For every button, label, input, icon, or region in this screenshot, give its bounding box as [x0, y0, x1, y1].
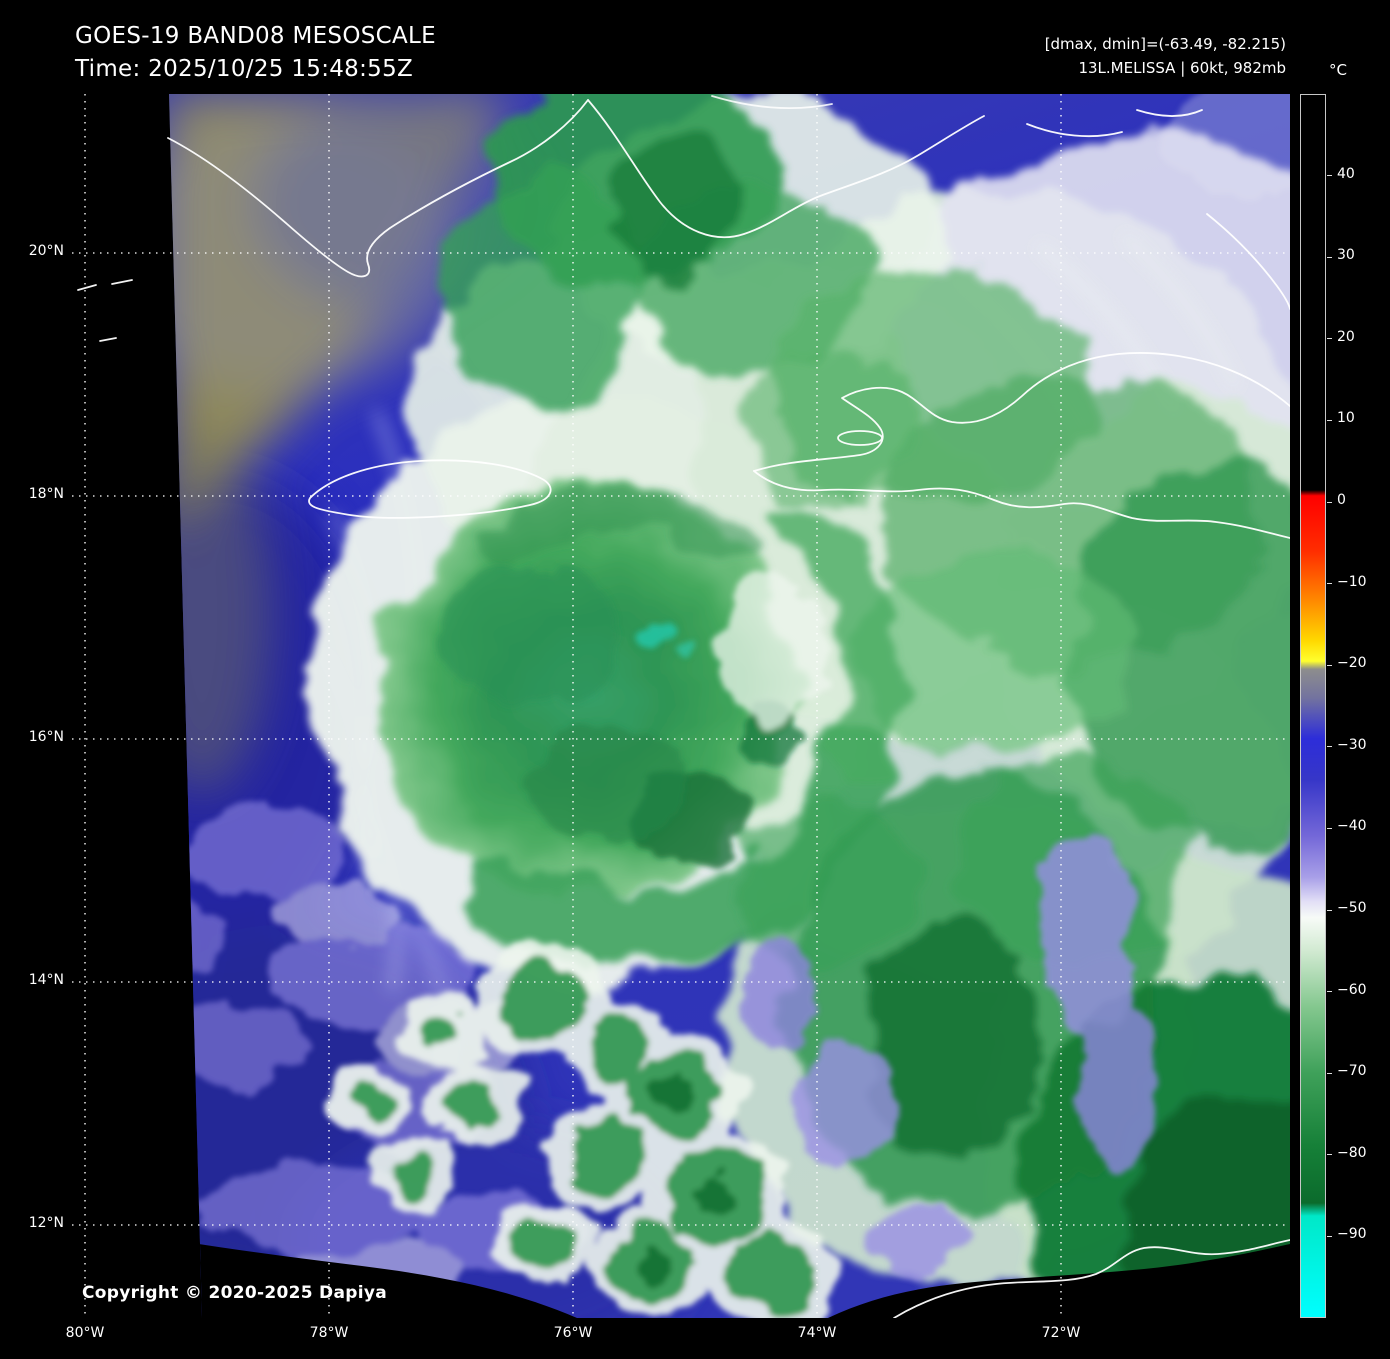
colorbar-tick-mark: [1327, 256, 1332, 258]
colorbar-tick-label: −70: [1337, 1063, 1367, 1080]
timestamp-label: Time: 2025/10/25 15:48:55Z: [75, 56, 414, 82]
colorbar-tick-label: −10: [1337, 573, 1367, 590]
colorbar-tick-label: 40: [1337, 165, 1355, 182]
colorbar-gradient: [1300, 94, 1326, 1318]
lat-tick-label: 16°N: [28, 729, 64, 745]
satellite-image: [72, 94, 1290, 1318]
lat-tick-label: 14°N: [28, 972, 64, 988]
lon-tick-label: 74°W: [797, 1325, 837, 1341]
colorbar-tick-mark: [1327, 827, 1332, 829]
colorbar-tick-label: 30: [1337, 247, 1355, 264]
image-header: GOES-19 BAND08 MESOSCALE Time: 2025/10/2…: [75, 20, 436, 86]
colorbar-tick-mark: [1327, 1154, 1332, 1156]
lon-tick-label: 72°W: [1041, 1325, 1081, 1341]
lon-tick-label: 78°W: [309, 1325, 349, 1341]
colorbar-tick-label: −90: [1337, 1226, 1367, 1243]
coastlines: [77, 95, 1290, 1318]
lon-tick-label: 80°W: [65, 1325, 105, 1341]
colorbar-tick-label: −50: [1337, 900, 1367, 916]
colorbar-tick-mark: [1327, 746, 1332, 748]
colorbar-tick-mark: [1327, 419, 1332, 421]
warm-gaps: [737, 829, 1157, 1279]
coastline-jamaica: [308, 459, 552, 519]
coastline-cuba-north: [711, 95, 833, 110]
lon-tick-label: 76°W: [553, 1325, 593, 1341]
colorbar-tick-label: −30: [1337, 736, 1367, 753]
coastline-caicos: [1206, 213, 1290, 310]
coastline-bahamas: [1026, 109, 1203, 137]
colorbar-tick-mark: [1327, 175, 1332, 177]
coastline-cays: [77, 279, 133, 342]
hurricane-core: [379, 486, 901, 964]
lat-tick-label: 18°N: [28, 486, 64, 502]
colorbar-unit-label: °C: [1329, 61, 1347, 79]
colorbar-tick-mark: [1327, 1235, 1332, 1237]
colorbar-tick-mark: [1327, 338, 1332, 340]
storm-info-label: 13L.MELISSA | 60kt, 982mb: [1078, 59, 1286, 77]
coastline-hispaniola-north: [753, 352, 1290, 472]
colorbar-tick-mark: [1327, 583, 1332, 585]
product-title: GOES-19 BAND08 MESOSCALE: [75, 23, 436, 49]
coastline-gonave-island: [837, 430, 883, 446]
colorbar-tick-mark: [1327, 909, 1332, 911]
cold-cloud-masses: [442, 94, 1290, 849]
colorbar-tick-mark: [1327, 1072, 1332, 1074]
colorbar-tick-mark: [1327, 664, 1332, 666]
dry-slot-region: [169, 94, 552, 794]
lat-tick-label: 20°N: [28, 243, 64, 259]
colorbar-tick-label: 20: [1337, 328, 1355, 345]
lat-tick-label: 12°N: [28, 1215, 64, 1231]
colorbar-tick-mark: [1327, 501, 1332, 503]
colorbar-tick-label: 10: [1337, 410, 1355, 427]
dmax-dmin-label: [dmax, dmin]=(-63.49, -82.215): [1044, 35, 1286, 53]
colorbar-tick-label: 0: [1337, 492, 1346, 508]
image-meta: [dmax, dmin]=(-63.49, -82.215) 13L.MELIS…: [1045, 32, 1286, 80]
colorbar-tick-label: −60: [1337, 981, 1367, 998]
coastline-south-america: [893, 1239, 1290, 1318]
colorbar-tick-label: −20: [1337, 655, 1367, 672]
colorbar-tick-label: −80: [1337, 1144, 1367, 1161]
colorbar-tick-mark: [1327, 991, 1332, 993]
coastline-cuba-west: [167, 99, 589, 278]
convective-cells: [330, 941, 838, 1318]
colorbar-tick-label: −40: [1337, 818, 1367, 835]
coastline-cuba-east: [587, 99, 985, 239]
coastline-hispaniola-south: [753, 470, 1290, 539]
copyright-label: Copyright © 2020-2025 Dapiya: [82, 1283, 387, 1303]
map-plot: [72, 94, 1290, 1318]
graticule-gridlines: [72, 94, 1290, 1318]
data-swath: [169, 94, 1290, 1318]
